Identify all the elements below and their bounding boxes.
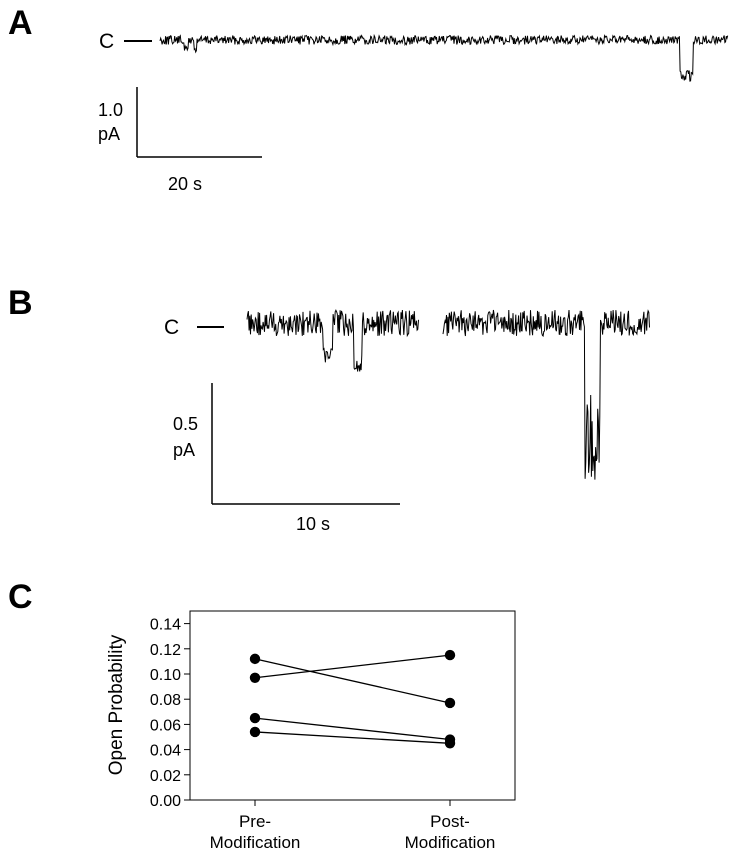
panel-letter-c: C: [8, 578, 33, 616]
y-tick-label: 0.12: [150, 642, 181, 659]
series-points: [249, 649, 456, 749]
data-point-3-1: [249, 712, 261, 724]
series-lines: [254, 654, 451, 744]
series-line-3: [254, 717, 451, 741]
scale-current-label-b: 0.5: [173, 414, 198, 434]
series-line-1: [254, 658, 451, 704]
x-tick-label: Post-: [430, 812, 470, 831]
data-point-2-1: [249, 672, 261, 683]
closed-level-label-a: C: [99, 30, 114, 53]
y-axis: 0.00 0.02 0.04 0.06 0.08 0.10 0.12 0.14: [150, 617, 190, 810]
data-point-1-1: [249, 653, 261, 665]
scale-time-label-b: 10 s: [296, 514, 330, 534]
x-tick-label: Modification: [405, 833, 496, 852]
y-tick-label: 0.08: [150, 692, 181, 709]
current-trace-a: [159, 33, 729, 82]
y-tick-label: 0.06: [150, 717, 181, 734]
current-trace-b-left: [246, 309, 419, 372]
panel-c-chart: 0.00 0.02 0.04 0.06 0.08 0.10 0.12 0.14 Open Pr…: [106, 610, 516, 852]
scale-unit-label-a: pA: [98, 124, 120, 144]
data-point-2-2: [444, 649, 456, 661]
data-point-4-2: [444, 738, 456, 749]
current-trace-b-right: [442, 309, 650, 480]
closed-level-label-b: C: [164, 316, 179, 339]
y-tick-label: 0.02: [150, 768, 181, 785]
series-line-2: [254, 654, 451, 679]
y-tick-label: 0.10: [150, 667, 181, 684]
data-point-4-1: [249, 726, 261, 738]
series-line-4: [254, 731, 451, 744]
plot-frame: [189, 610, 516, 801]
y-axis-label: Open Probability: [106, 634, 127, 775]
x-axis: Pre- Modification Post- Modification: [210, 800, 496, 852]
panel-b: C 0.5 pA 10 s: [164, 309, 650, 534]
panel-letter-b: B: [8, 284, 33, 322]
x-tick-label: Pre-: [239, 812, 271, 831]
y-tick-label: 0.00: [150, 793, 181, 810]
y-tick-label: 0.04: [150, 743, 181, 760]
y-tick-label: 0.14: [150, 617, 181, 634]
scale-unit-label-b: pA: [173, 440, 195, 460]
scale-current-label-a: 1.0: [98, 100, 123, 120]
scale-time-label-a: 20 s: [168, 174, 202, 194]
panel-a: C 1.0 pA 20 s: [98, 30, 729, 194]
panel-letter-a: A: [8, 4, 33, 42]
x-tick-label: Modification: [210, 833, 301, 852]
data-point-1-2: [444, 697, 456, 709]
